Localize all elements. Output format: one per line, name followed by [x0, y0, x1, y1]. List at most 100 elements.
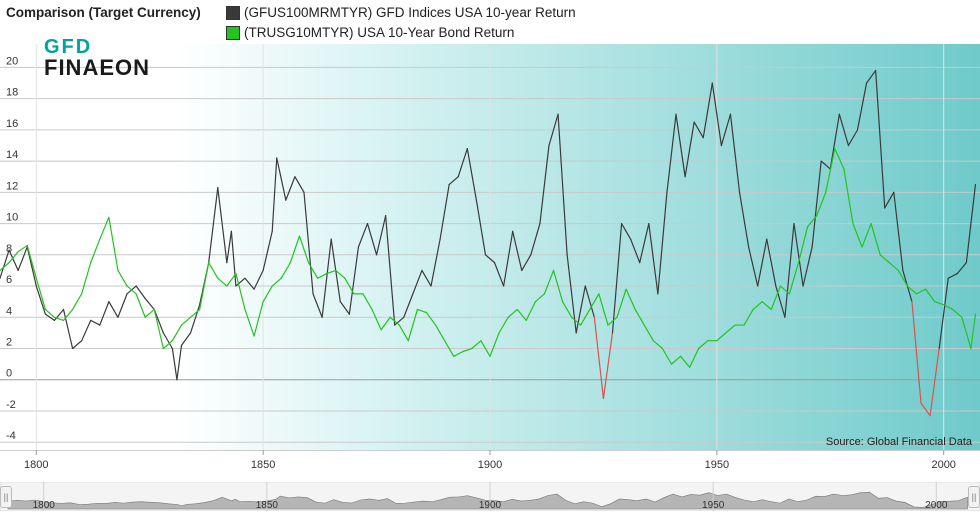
bond-series-segment — [71, 293, 83, 311]
gfd-series-segment — [17, 246, 28, 272]
bond-series-segment — [906, 285, 918, 295]
gfd-series-segment — [189, 304, 201, 334]
bond-series-segment — [788, 262, 800, 295]
bond-series-segment — [716, 332, 727, 342]
logo-line-1: GFD — [44, 36, 93, 58]
navigator-svg[interactable]: 1800 1850 1900 1950 2000 — [0, 481, 980, 512]
legend-item-gfd[interactable]: (GFUS100MRMTYR) GFD Indices USA 10-year … — [226, 5, 576, 20]
bond-series-segment — [462, 347, 473, 353]
navigator-tick-label: 1900 — [479, 500, 502, 511]
bond-series-segment — [81, 262, 92, 295]
gfd-series-segment — [271, 157, 278, 232]
bond-series-segment — [670, 355, 682, 365]
gfd-series-segment — [829, 113, 840, 170]
legend-swatch-bond — [226, 25, 240, 40]
gfd-series-segment — [176, 344, 183, 381]
gfd-series-segment — [757, 238, 768, 287]
bond-series-segment — [571, 316, 582, 326]
x-tick-label: 2000 — [931, 459, 955, 471]
bond-series-segment — [888, 262, 899, 272]
gfd-series-segment — [575, 285, 586, 334]
gfd-series-segment — [162, 332, 174, 350]
gfd-series-segment — [81, 319, 92, 342]
bond-series-segment — [961, 316, 972, 350]
bond-series-segment — [480, 340, 491, 357]
gfd-series-segment — [648, 222, 659, 295]
gfd-series-segment — [44, 313, 56, 321]
bond-series-segment — [870, 222, 881, 256]
gfd-series-segment — [521, 254, 532, 272]
bond-series-segment — [525, 301, 536, 321]
bond-series-segment — [144, 308, 155, 318]
bond-series-segment — [17, 244, 28, 253]
gfd-series-segment — [26, 246, 37, 287]
bond-series-segment — [970, 313, 977, 350]
bond-series-segment — [298, 235, 310, 264]
bond-series-segment — [924, 288, 936, 303]
bond-series-segment — [770, 285, 781, 311]
bond-series-segment — [271, 277, 282, 287]
gfd-series-segment — [403, 293, 414, 318]
bond-series-segment — [616, 288, 627, 318]
bond-series-segment — [53, 316, 65, 321]
gfd-series-segment — [503, 230, 514, 287]
gfd-series-segment — [226, 230, 232, 264]
bond-series-segment — [698, 340, 709, 350]
bond-series-segment — [543, 269, 555, 295]
bond-series-segment — [643, 324, 654, 342]
bond-series-segment — [471, 340, 482, 350]
bond-series-segment — [580, 308, 591, 326]
bond-series-segment — [761, 301, 772, 311]
gfd-series-segment — [620, 222, 632, 240]
bond-series-segment — [326, 269, 337, 275]
gfd-series-segment — [557, 113, 568, 256]
navigator-left-handle[interactable]: || — [0, 486, 12, 508]
bond-series-segment — [262, 285, 273, 303]
range-navigator[interactable]: 1800 1850 1900 1950 2000 — [0, 481, 980, 512]
legend-label-bond: (TRUSG10MTYR) USA 10-Year Bond Return — [244, 25, 515, 40]
gfd-series-segment — [512, 230, 523, 272]
bond-series-segment — [743, 308, 754, 326]
bond-series-segment — [797, 226, 809, 264]
gfd-series-segment — [802, 246, 813, 287]
gfd-series-segment — [217, 187, 228, 264]
plot-area: -4 -2 0 2 4 6 8 10 12 14 16 18 20 — [0, 44, 980, 450]
gfd-series-segment — [493, 262, 505, 287]
gfd-series-segment — [657, 191, 668, 295]
gfd-series-segment — [366, 222, 378, 256]
y-tick-label: 20 — [6, 55, 18, 67]
bond-series-segment — [62, 308, 74, 321]
bond-series-segment — [407, 308, 419, 342]
bond-series-segment — [552, 269, 564, 303]
legend-label-gfd: (GFUS100MRMTYR) GFD Indices USA 10-year … — [244, 5, 576, 20]
gfd-series-segment — [457, 148, 468, 178]
bond-series-segment — [226, 272, 237, 287]
bond-series-segment — [561, 301, 573, 318]
gfd-series-segment — [235, 277, 246, 287]
bond-series-segment — [598, 293, 609, 326]
bond-series-segment — [779, 285, 791, 295]
gfd-series-segment — [820, 160, 831, 170]
bond-series-segment — [934, 301, 945, 306]
gfd-series-segment — [385, 215, 396, 326]
bond-series-segment — [897, 269, 909, 287]
gfd-series-segment — [875, 69, 886, 209]
legend-item-bond[interactable]: (TRUSG10MTYR) USA 10-Year Bond Return — [226, 25, 514, 40]
gfd-series-segment — [276, 157, 287, 201]
gfd-series-segment — [253, 269, 264, 290]
gfd-series-segment — [893, 191, 904, 272]
navigator-tick-label: 1850 — [256, 500, 279, 511]
bond-series-segment — [99, 216, 110, 240]
bond-series-segment — [806, 215, 818, 228]
gfd-series-segment — [539, 144, 550, 225]
gfd-series-segment — [135, 285, 146, 300]
x-axis: 1800 1850 1900 1950 2000 — [0, 450, 980, 480]
gfd-series-segment — [90, 319, 101, 326]
bond-series-segment — [861, 222, 872, 248]
x-tick-label: 1850 — [251, 459, 275, 471]
navigator-right-handle[interactable]: || — [968, 486, 980, 508]
gfd-series-segment — [884, 191, 895, 209]
y-tick-label: 10 — [6, 212, 18, 224]
line-chart: -4 -2 0 2 4 6 8 10 12 14 16 18 20 — [0, 44, 980, 450]
bond-series-segment — [879, 254, 890, 264]
